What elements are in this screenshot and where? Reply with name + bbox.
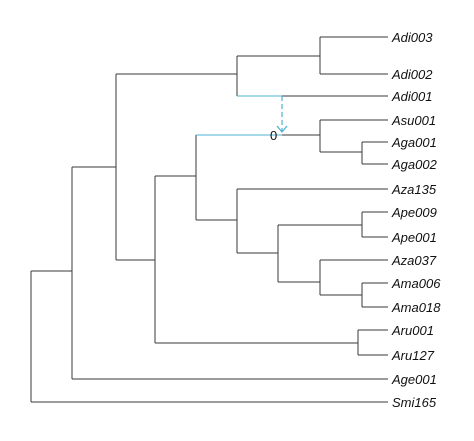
tip-label[interactable]: Aza037 [391, 253, 437, 268]
tip-label[interactable]: Aza135 [391, 182, 437, 197]
tip-label[interactable]: Ama018 [391, 300, 441, 315]
tip-label[interactable]: Aga002 [391, 157, 438, 172]
tip-label[interactable]: Aru001 [391, 323, 434, 338]
highlighted-branch[interactable]: 0 [196, 95, 288, 143]
tip-label[interactable]: Asu001 [391, 113, 436, 128]
tip-label[interactable]: Ape001 [391, 230, 437, 245]
tip-label[interactable]: Aga001 [391, 135, 437, 150]
tip-label[interactable]: Smi165 [392, 395, 437, 410]
tree-branches [30, 36, 388, 403]
tip-label[interactable]: Adi001 [391, 89, 432, 104]
tip-label[interactable]: Ama006 [391, 276, 441, 291]
tip-label[interactable]: Age001 [391, 372, 437, 387]
tip-label[interactable]: Adi003 [391, 30, 433, 45]
tip-label[interactable]: Aru127 [391, 348, 435, 363]
drag-arrow-icon [276, 125, 288, 133]
tip-label[interactable]: Ape009 [391, 205, 437, 220]
node-label[interactable]: 0 [270, 128, 277, 143]
tip-label[interactable]: Adi002 [391, 67, 433, 82]
tip-labels: Adi003 Adi002 Adi001 Asu001 Aga001 Aga00… [391, 30, 441, 410]
